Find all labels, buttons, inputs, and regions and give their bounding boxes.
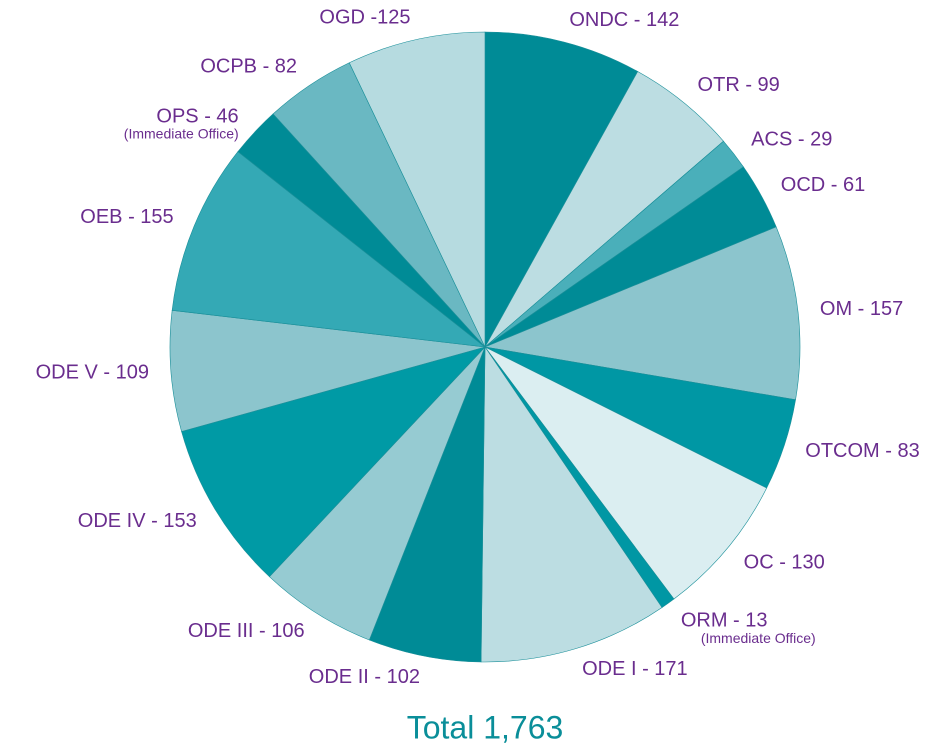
slice-note: (Immediate Office) <box>701 630 816 646</box>
slice-label: OCPB - 82 <box>200 56 297 78</box>
pie-slice <box>348 31 486 348</box>
slice-label: OTR - 99 <box>698 74 780 96</box>
pie-slice <box>268 346 486 641</box>
pie-slice <box>480 346 663 663</box>
slice-label: OGD -125 <box>319 7 410 29</box>
slice-label: OPS - 46 <box>156 105 238 127</box>
slice-label: ACS - 29 <box>751 129 832 151</box>
slice-label: OTCOM - 83 <box>805 440 919 462</box>
slice-label: ODE I - 171 <box>582 658 688 680</box>
pie-slice <box>181 346 486 578</box>
slice-label: ODE IV - 153 <box>78 510 197 532</box>
slice-label: ODE II - 102 <box>309 666 420 688</box>
slice-label: ORM - 13 <box>681 610 768 632</box>
pie-slice <box>483 226 801 401</box>
slice-label: OEB - 155 <box>80 206 173 228</box>
slice-label: ODE III - 106 <box>188 620 305 642</box>
pie-slice <box>171 151 487 348</box>
slice-label: OCD - 61 <box>781 174 865 196</box>
pie-slice <box>169 309 486 432</box>
slice-label: OM - 157 <box>820 298 903 320</box>
slice-label: ODE V - 109 <box>36 361 149 383</box>
pie-slice <box>484 31 639 349</box>
total-label: Total 1,763 <box>407 709 564 745</box>
slice-note: (Immediate Office) <box>124 126 239 142</box>
slice-label: OC - 130 <box>744 551 825 573</box>
pie-slice <box>484 346 768 600</box>
slice-label: ONDC - 142 <box>569 9 679 31</box>
